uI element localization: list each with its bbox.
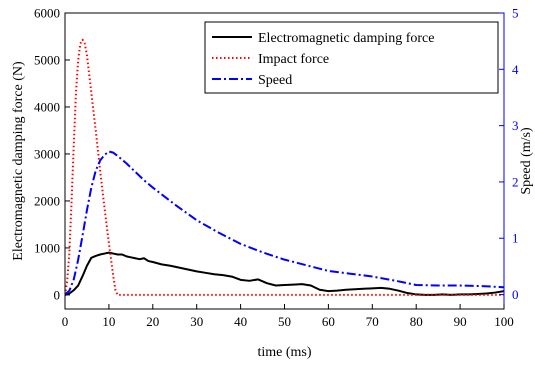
right-y-axis: 0 1 2 3 4 5 [499, 6, 519, 302]
x-axis: 0 10 20 30 40 50 60 70 80 90 100 [62, 304, 514, 329]
x-tick-label-100: 100 [494, 314, 514, 329]
x-axis-label: time (ms) [257, 345, 311, 360]
x-tick-label-70: 70 [366, 314, 379, 329]
y-tick-label-0: 0 [54, 287, 61, 302]
y2-tick-label-1: 1 [512, 231, 519, 246]
series-line-speed [65, 150, 504, 296]
x-tick-label-50: 50 [278, 314, 291, 329]
left-y-axis: 0 1000 2000 3000 4000 5000 6000 [34, 6, 70, 302]
x-tick-label-10: 10 [102, 314, 115, 329]
right-y-axis-label: Speed (m/s) [519, 127, 534, 195]
left-y-axis-label: Electromagnetic damping force (N) [11, 61, 26, 261]
y-tick-label-3000: 3000 [34, 146, 60, 161]
series-layer [65, 38, 504, 296]
x-tick-label-0: 0 [62, 314, 69, 329]
y-tick-label-5000: 5000 [34, 52, 60, 67]
y2-tick-label-4: 4 [512, 62, 519, 77]
legend: Electromagnetic damping force Impact for… [204, 21, 499, 94]
y2-tick-label-0: 0 [512, 287, 519, 302]
y-tick-label-4000: 4000 [34, 99, 60, 114]
x-tick-label-90: 90 [454, 314, 467, 329]
y-tick-label-6000: 6000 [34, 6, 60, 21]
x-tick-label-30: 30 [190, 314, 203, 329]
legend-label-electromagnetic-damping-force: Electromagnetic damping force [258, 31, 434, 46]
legend-box [204, 21, 499, 94]
y-tick-label-1000: 1000 [34, 240, 60, 255]
y2-tick-label-3: 3 [512, 118, 519, 133]
x-tick-label-20: 20 [146, 314, 159, 329]
y2-tick-label-2: 2 [512, 174, 519, 189]
legend-label-impact-force: Impact force [258, 52, 329, 67]
x-tick-label-60: 60 [322, 314, 335, 329]
x-tick-label-80: 80 [410, 314, 423, 329]
y2-tick-label-5: 5 [512, 6, 519, 21]
y-tick-label-2000: 2000 [34, 193, 60, 208]
legend-label-speed: Speed [258, 73, 292, 88]
x-tick-label-40: 40 [234, 314, 247, 329]
